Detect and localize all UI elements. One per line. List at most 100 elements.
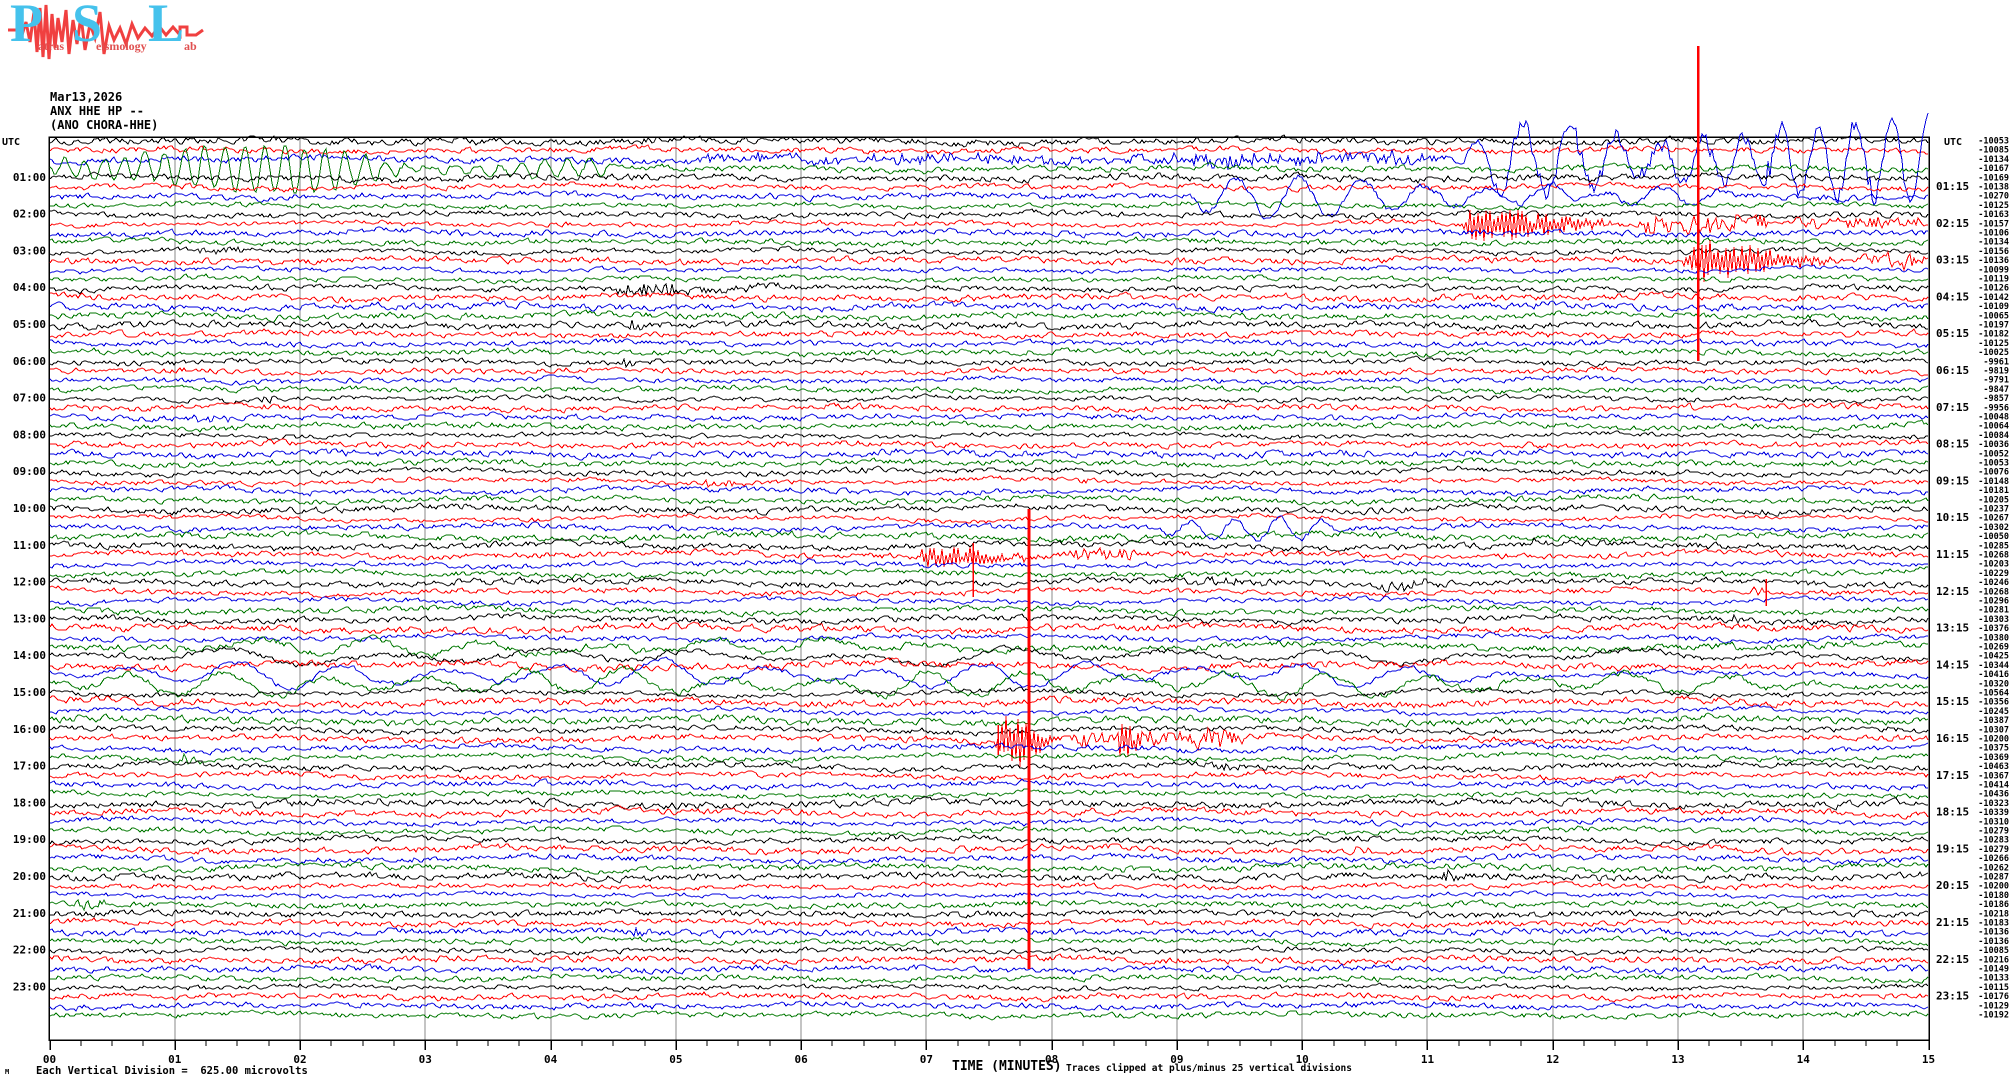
trace-offset-value: -10375 (1978, 744, 2009, 754)
trace-row (49, 226, 1928, 239)
trace-row (49, 245, 1929, 257)
minute-label: 01 (168, 1053, 182, 1066)
trace-offset-value: -10296 (1978, 597, 2009, 607)
trace-offset-value: -10266 (1978, 854, 2009, 864)
trace-offset-value: -10192 (1978, 1011, 2009, 1021)
trace-row (50, 338, 1929, 349)
corner-mark: M (5, 1068, 10, 1076)
trace-row (49, 585, 1929, 599)
trace-row (49, 384, 1929, 395)
minute-label: 06 (794, 1053, 808, 1066)
right-time-label: 23:15 (1936, 990, 1969, 1003)
trace-offset-value: -10149 (1978, 965, 2009, 975)
trace-offset-value: -10268 (1978, 551, 2009, 561)
left-hour-label: 14:00 (13, 649, 46, 662)
trace-row (50, 815, 1929, 828)
left-hour-label: 05:00 (13, 318, 46, 331)
trace-row (49, 171, 1929, 184)
trace-offset-value: -10267 (1978, 514, 2009, 524)
trace-row (49, 566, 1928, 580)
right-time-label: 18:15 (1936, 806, 1969, 819)
trace-row (49, 805, 1929, 820)
trace-row (49, 236, 1929, 248)
right-time-label: 13:15 (1936, 622, 1969, 635)
trace-offset-value: -9857 (1983, 394, 2009, 404)
x-axis-title: TIME (MINUTES) (952, 1059, 1062, 1074)
trace-offset-value: -10339 (1978, 808, 2009, 818)
logo-letter-s: S (72, 0, 103, 53)
trace-row (49, 411, 1929, 424)
trace-row (49, 788, 1929, 800)
trace-row (49, 665, 1928, 701)
left-hour-label: 02:00 (13, 208, 46, 221)
trace-row (49, 769, 1929, 782)
trace-offset-value: -10200 (1978, 882, 2009, 892)
left-hour-label: 23:00 (13, 980, 46, 993)
header-date: Mar13,2026 (50, 90, 123, 104)
trace-row (50, 393, 1929, 405)
minute-label: 02 (293, 1053, 306, 1066)
trace-offset-value: -10203 (1978, 560, 2009, 570)
logo-letter-l: L (148, 0, 185, 53)
left-hour-label: 06:00 (13, 355, 46, 368)
psl-logo: P S L atras eismology ab (8, 0, 213, 62)
trace-row (50, 963, 1929, 975)
minute-label: 14 (1797, 1053, 1811, 1066)
right-time-label: 15:15 (1936, 695, 1969, 708)
trace-offset-value: -10320 (1978, 679, 2009, 689)
left-hour-label: 10:00 (13, 502, 46, 515)
trace-row (49, 898, 1929, 912)
trace-row (49, 890, 1928, 900)
left-hour-label: 20:00 (13, 870, 46, 883)
trace-row (49, 834, 1929, 847)
left-hour-label: 13:00 (13, 612, 46, 625)
trace-row (50, 704, 1929, 717)
trace-offset-value: -10156 (1978, 247, 2009, 257)
trace-offset-value: -10050 (1978, 532, 2009, 542)
trace-offset-value: -10036 (1978, 440, 2009, 450)
trace-row (49, 318, 1928, 332)
trace-offset-value: -10216 (1978, 955, 2009, 965)
trace-offset-value: -10084 (1978, 431, 2009, 441)
right-time-label: 06:15 (1936, 364, 1969, 377)
trace-offset-value: -10148 (1978, 477, 2009, 487)
trace-row (50, 438, 1929, 450)
minute-label: 00 (43, 1053, 56, 1066)
trace-row (49, 355, 1929, 369)
logo-word-atras: atras (38, 39, 64, 53)
trace-row (49, 529, 1929, 543)
trace-offset-value: -10076 (1978, 468, 2009, 478)
trace-row (50, 796, 1928, 811)
trace-row (49, 515, 1928, 542)
trace-row (50, 861, 1929, 875)
trace-row (49, 612, 1929, 627)
right-time-label: 11:15 (1936, 548, 1969, 561)
trace-row (50, 631, 1928, 644)
left-hour-label: 15:00 (13, 686, 46, 699)
minute-label: 12 (1546, 1053, 1559, 1066)
right-time-label: 03:15 (1936, 254, 1969, 267)
trace-offset-value: -10167 (1978, 164, 2009, 174)
utc-label-left: UTC (2, 137, 21, 148)
trace-row (49, 715, 1929, 768)
trace-row (49, 604, 1929, 618)
left-hour-label: 04:00 (13, 281, 46, 294)
logo-word-ab: ab (184, 39, 197, 53)
minute-label: 13 (1671, 1053, 1684, 1066)
trace-offset-value: -10376 (1978, 624, 2009, 634)
trace-offset-value: -10268 (1978, 587, 2009, 597)
left-hour-label: 21:00 (13, 907, 46, 920)
trace-offset-value: -10134 (1978, 155, 2009, 165)
trace-offset-value: -10307 (1978, 725, 2009, 735)
trace-row (49, 112, 1929, 207)
trace-offset-value: -10262 (1978, 863, 2009, 873)
right-time-label: 14:15 (1936, 658, 1969, 671)
trace-row (49, 144, 1928, 155)
logo-letter-p: P (10, 0, 43, 53)
trace-row (50, 512, 1928, 524)
trace-offset-value: -10281 (1978, 606, 2009, 616)
trace-offset-value: -10279 (1978, 827, 2009, 837)
trace-offset-value: -10369 (1978, 753, 2009, 763)
trace-row (49, 484, 1928, 497)
